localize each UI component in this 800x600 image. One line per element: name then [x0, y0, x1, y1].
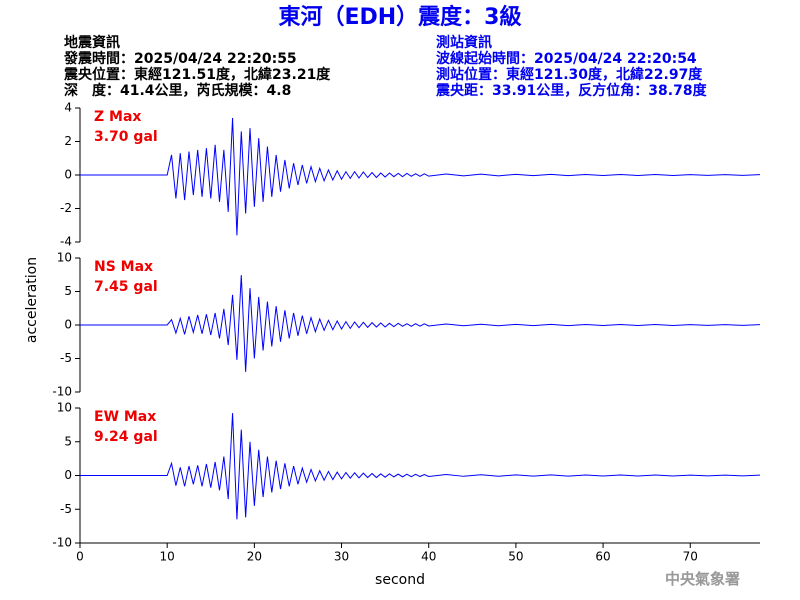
info-line: 震央距：33.91公里，反方位角：38.78度 — [435, 82, 708, 99]
info-line: 波線起始時間：2025/04/24 22:20:54 — [436, 50, 697, 67]
info-line: 發震時間：2025/04/24 22:20:55 — [63, 50, 297, 67]
y-tick-label: 0 — [64, 468, 72, 482]
info-line: 測站位置：東經121.30度，北緯22.97度 — [436, 66, 703, 83]
y-tick-label: -4 — [60, 235, 72, 249]
y-tick-label: -10 — [52, 385, 72, 399]
y-tick-label: 5 — [64, 284, 72, 298]
y-tick-label: 0 — [64, 318, 72, 332]
x-tick-label: 0 — [76, 550, 84, 564]
y-tick-label: 10 — [57, 251, 72, 265]
y-tick-label: -5 — [60, 351, 72, 365]
x-tick-label: 10 — [160, 550, 175, 564]
waveform — [80, 118, 761, 236]
info-line: 測站資訊 — [436, 34, 492, 51]
chart-title: 東河（EDH）震度：3級 — [278, 4, 521, 30]
x-tick-label: 40 — [421, 550, 436, 564]
y-tick-label: 4 — [64, 101, 72, 115]
y-tick-label: 2 — [64, 134, 72, 148]
component-label: EW Max — [94, 409, 156, 425]
y-tick-label: -2 — [60, 201, 72, 215]
y-tick-label: 5 — [64, 434, 72, 448]
waveform — [80, 275, 761, 372]
max-label: 3.70 gal — [94, 129, 158, 145]
x-tick-label: 20 — [247, 550, 262, 564]
info-line: 地震資訊 — [64, 34, 120, 51]
x-tick-label: 50 — [508, 550, 523, 564]
watermark: 中央氣象署 — [665, 570, 740, 588]
waveform — [80, 413, 761, 520]
x-tick-label: 60 — [595, 550, 610, 564]
y-axis-label: acceleration — [24, 257, 40, 343]
x-tick-label: 30 — [334, 550, 349, 564]
max-label: 7.45 gal — [94, 279, 158, 295]
y-tick-label: 0 — [64, 168, 72, 182]
x-axis-label: second — [375, 572, 425, 588]
max-label: 9.24 gal — [94, 429, 158, 445]
y-tick-label: -5 — [60, 502, 72, 516]
info-line: 深 度：41.4公里，芮氏規模：4.8 — [64, 82, 291, 99]
y-tick-label: -10 — [52, 536, 72, 550]
info-line: 震央位置：東經121.51度，北緯23.21度 — [63, 66, 331, 83]
y-tick-label: 10 — [57, 401, 72, 415]
component-label: NS Max — [94, 259, 153, 275]
x-tick-label: 70 — [683, 550, 698, 564]
component-label: Z Max — [94, 109, 141, 125]
